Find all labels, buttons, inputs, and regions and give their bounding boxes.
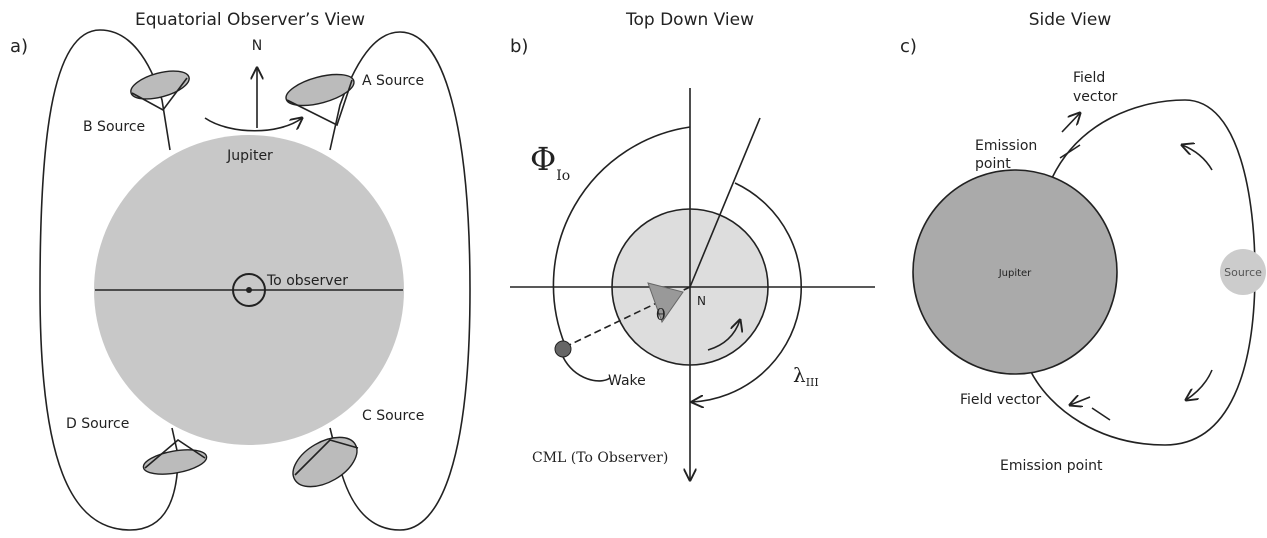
- label: Jupiter: [998, 268, 1032, 279]
- observer-dot: [246, 287, 252, 293]
- panel-title: Top Down View: [625, 10, 754, 30]
- rotation-arrow: [205, 118, 302, 131]
- subscript: Io: [556, 168, 570, 184]
- label: point: [975, 156, 1011, 172]
- wake: [563, 357, 610, 381]
- tick: [1092, 408, 1110, 420]
- label: Field vector: [960, 392, 1041, 408]
- label: Wake: [608, 373, 646, 389]
- label: λIII: [793, 363, 819, 389]
- label: D Source: [66, 416, 129, 432]
- label: Field: [1073, 70, 1105, 86]
- panel-c: c) Side View Field vector Emission point…: [900, 10, 1266, 474]
- panel-a: a) Equatorial Observer’s View N A Source…: [10, 10, 470, 530]
- label: Jupiter: [226, 148, 273, 164]
- label: vector: [1073, 89, 1118, 105]
- symbol: λ: [793, 363, 806, 387]
- label: Emission: [975, 138, 1037, 154]
- label: θ: [656, 305, 666, 324]
- label: Emission point: [1000, 458, 1103, 474]
- figure: a) Equatorial Observer’s View N A Source…: [0, 0, 1267, 538]
- label: Source: [1224, 266, 1262, 279]
- symbol: Φ: [530, 140, 556, 178]
- subscript: III: [806, 376, 819, 389]
- panel-label: a): [10, 36, 28, 57]
- cone: [283, 68, 357, 111]
- panel-label: b): [510, 36, 528, 57]
- panel-title: Equatorial Observer’s View: [135, 10, 365, 30]
- label: CML (To Observer): [532, 450, 668, 466]
- label: ΦIo: [530, 140, 570, 184]
- flow-arrow: [1186, 370, 1212, 400]
- io: [555, 341, 571, 357]
- label: N: [697, 294, 706, 308]
- label: C Source: [362, 408, 424, 424]
- label: B Source: [83, 119, 145, 135]
- label: To observer: [266, 273, 348, 289]
- label: N: [252, 38, 262, 54]
- field-vector: [1070, 397, 1090, 405]
- label: A Source: [362, 73, 424, 89]
- panel-title: Side View: [1029, 10, 1112, 30]
- panel-label: c): [900, 36, 917, 57]
- cone: [285, 427, 366, 497]
- flow-arrow: [1182, 145, 1212, 170]
- tick: [1060, 145, 1080, 158]
- panel-b: b) Top Down View ΦIo θ N λIII Wake CML (…: [510, 10, 875, 480]
- field-vector: [1062, 113, 1080, 132]
